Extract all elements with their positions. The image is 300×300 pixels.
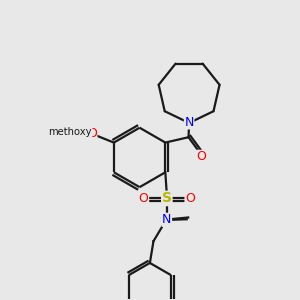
Text: S: S	[162, 191, 172, 206]
Text: O: O	[139, 192, 148, 205]
Text: methyl: methyl	[196, 218, 200, 219]
Text: N: N	[162, 213, 172, 226]
Text: O: O	[87, 127, 97, 140]
Text: O: O	[197, 150, 206, 163]
Text: N: N	[184, 116, 194, 129]
Text: methoxy: methoxy	[48, 127, 92, 136]
Text: O: O	[185, 192, 195, 205]
